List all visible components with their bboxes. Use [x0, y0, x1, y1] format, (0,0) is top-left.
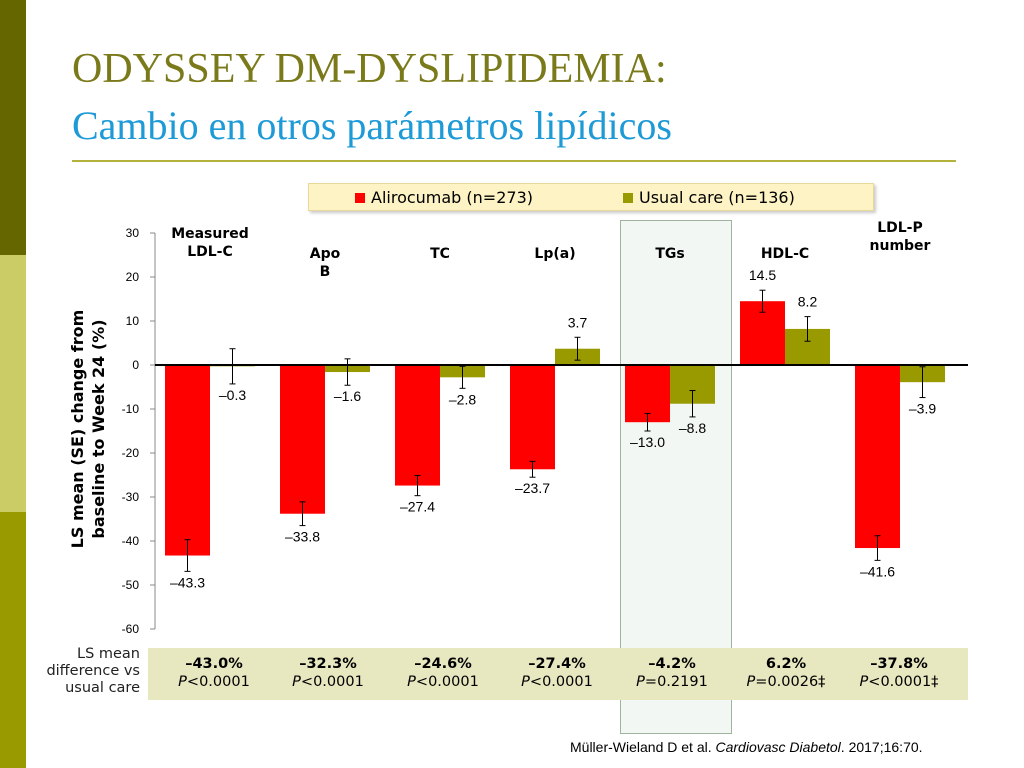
- ls-cell: –37.8% P<0.0001‡: [842, 655, 956, 691]
- sidebar-block-dark: [0, 0, 26, 255]
- ls-cell: –27.4% P<0.0001: [500, 655, 614, 691]
- data-label: –13.0: [630, 434, 665, 450]
- ls-p-rest: =0.2191: [644, 674, 708, 690]
- bar: [280, 365, 325, 514]
- ls-p-rest: <0.0001: [300, 674, 364, 690]
- ls-diff: –37.8%: [870, 656, 928, 672]
- citation-details: . 2017;16:70.: [840, 739, 923, 755]
- sidebar-decoration: [0, 0, 26, 768]
- chart-legend: Alirocumab (n=273) Usual care (n=136): [308, 183, 874, 211]
- ls-cell: –32.3% P<0.0001: [271, 655, 385, 691]
- bar: [395, 365, 440, 486]
- ls-p-letter: P: [859, 674, 869, 690]
- ls-mean-row-label: LS mean difference vs usual care: [46, 646, 140, 696]
- ls-p-value: P=0.2191: [615, 673, 729, 691]
- slide-subtitle: Cambio en otros parámetros lipídicos: [72, 103, 672, 148]
- ls-diff: –24.6%: [414, 656, 472, 672]
- category-label: Measured LDL-C: [171, 226, 249, 260]
- y-tick-label: 20: [126, 270, 140, 284]
- data-label: –41.6: [860, 563, 895, 579]
- ls-p-letter: P: [746, 674, 756, 690]
- citation-authors: Müller-Wieland D et al.: [570, 739, 716, 755]
- category-label: TGs: [655, 246, 684, 262]
- category-label: Apo B: [310, 246, 341, 280]
- ls-p-value: P<0.0001: [271, 673, 385, 691]
- data-label: 3.7: [568, 314, 588, 330]
- ls-p-rest: <0.0001‡: [868, 674, 939, 690]
- legend-swatch-usual-care: [623, 192, 633, 203]
- y-tick-label: 10: [126, 314, 140, 328]
- y-tick-label: 0: [132, 358, 139, 372]
- ls-cell: –24.6% P<0.0001: [386, 655, 500, 691]
- y-tick-label: -50: [122, 578, 140, 592]
- data-label: –27.4: [400, 499, 435, 515]
- ls-p-value: P=0.0026‡: [729, 673, 843, 691]
- ls-p-letter: P: [292, 674, 301, 690]
- legend-label-alirocumab: Alirocumab (n=273): [371, 188, 533, 207]
- y-tick-label: -60: [122, 622, 140, 636]
- ls-p-letter: P: [407, 674, 416, 690]
- ls-cell: –43.0% P<0.0001: [157, 655, 271, 691]
- ls-mean-band: [148, 648, 968, 700]
- ls-p-letter: P: [178, 674, 187, 690]
- bar: [855, 365, 900, 549]
- legend-label-usual-care: Usual care (n=136): [639, 188, 795, 207]
- ls-diff: 6.2%: [765, 656, 807, 672]
- slide-title: ODYSSEY DM-DYSLIPIDEMIA:: [72, 46, 667, 92]
- ls-p-value: P<0.0001: [157, 673, 271, 691]
- citation: Müller-Wieland D et al. Cardiovasc Diabe…: [570, 739, 923, 755]
- ls-p-letter: P: [521, 674, 530, 690]
- ls-diff: –27.4%: [528, 656, 586, 672]
- y-tick-label: -40: [122, 534, 140, 548]
- data-label: –2.8: [449, 391, 476, 407]
- ls-diff: –4.2%: [648, 656, 696, 672]
- data-label: 14.5: [749, 267, 776, 283]
- bar: [625, 365, 670, 423]
- ls-p-letter: P: [636, 674, 645, 690]
- sidebar-block-light: [0, 255, 26, 512]
- category-label: LDL-P number: [870, 220, 931, 254]
- ls-p-rest: <0.0001: [415, 674, 479, 690]
- sidebar-block-mid: [0, 512, 26, 768]
- y-tick-label: 30: [126, 226, 140, 240]
- ls-cell: –4.2% P=0.2191: [615, 655, 729, 691]
- data-label: –33.8: [285, 529, 320, 545]
- y-tick-label: -30: [122, 490, 140, 504]
- data-label: 8.2: [798, 294, 818, 310]
- data-label: –3.9: [909, 401, 936, 417]
- ls-cell: 6.2% P=0.0026‡: [729, 655, 843, 691]
- title-divider: [72, 160, 956, 162]
- category-label: TC: [430, 246, 450, 262]
- data-label: –23.7: [515, 480, 550, 496]
- bar: [165, 365, 210, 556]
- legend-swatch-alirocumab: [355, 192, 365, 203]
- ls-diff: –43.0%: [185, 656, 243, 672]
- ls-diff: –32.3%: [299, 656, 357, 672]
- ls-p-value: P<0.0001: [500, 673, 614, 691]
- legend-item-usual-care: Usual care (n=136): [623, 188, 795, 207]
- y-tick-label: -20: [122, 446, 140, 460]
- ls-p-rest: =0.0026‡: [755, 674, 826, 690]
- bar: [510, 365, 555, 470]
- ls-p-value: P<0.0001‡: [842, 673, 956, 691]
- data-label: –0.3: [219, 387, 246, 403]
- data-label: –1.6: [334, 388, 361, 404]
- category-label: Lp(a): [534, 246, 575, 262]
- citation-journal: Cardiovasc Diabetol: [715, 739, 841, 755]
- legend-item-alirocumab: Alirocumab (n=273): [355, 188, 533, 207]
- data-label: –8.8: [679, 420, 706, 436]
- ls-p-rest: <0.0001: [529, 674, 593, 690]
- ls-p-value: P<0.0001: [386, 673, 500, 691]
- category-label: HDL-C: [761, 246, 809, 262]
- y-tick-label: -10: [122, 402, 140, 416]
- ls-p-rest: <0.0001: [186, 674, 250, 690]
- data-label: –43.3: [170, 574, 205, 590]
